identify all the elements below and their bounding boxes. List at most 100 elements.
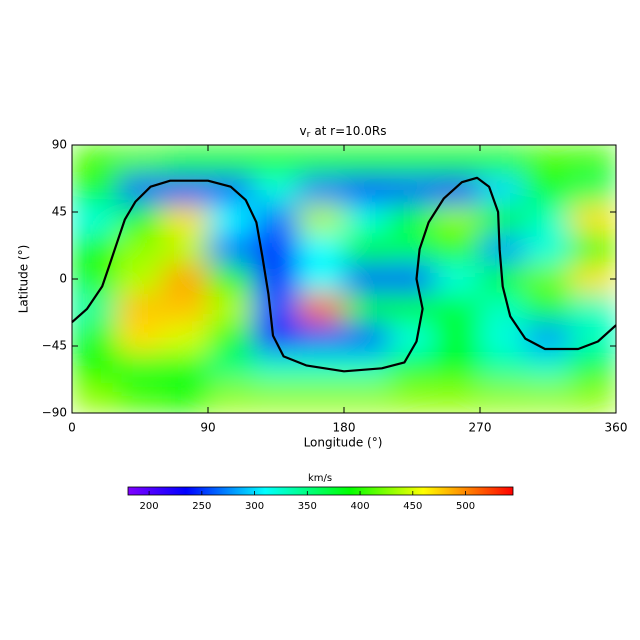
heat-cell	[434, 293, 481, 325]
x-axis-label: Longitude (°)	[304, 436, 383, 450]
heat-cell	[72, 263, 118, 295]
heat-cell	[434, 323, 481, 354]
heat-cell	[343, 145, 390, 176]
heat-cell	[479, 352, 526, 384]
heat-cell	[524, 233, 572, 265]
heat-cell	[479, 204, 526, 235]
colorbar-tick-label: 400	[351, 501, 370, 512]
heat-cell	[116, 382, 164, 413]
heat-cell	[162, 145, 209, 176]
heatmap	[72, 145, 616, 413]
x-tick-label: 0	[68, 421, 76, 435]
heat-cell	[434, 204, 481, 235]
y-tick-label: 90	[52, 138, 67, 152]
heat-cell	[252, 204, 300, 235]
heat-cell	[207, 145, 254, 176]
heat-cell	[252, 263, 300, 295]
heat-cell	[298, 233, 345, 265]
heat-cell	[72, 352, 118, 384]
heat-cell	[116, 323, 164, 354]
colorbar-tick-label: 500	[456, 501, 475, 512]
heat-cell	[570, 204, 616, 235]
heat-cell	[479, 174, 526, 206]
heat-cell	[162, 263, 209, 295]
heat-cell	[570, 263, 616, 295]
heat-cell	[162, 382, 209, 413]
heat-cell	[343, 233, 390, 265]
y-tick-label: −90	[42, 406, 67, 420]
heat-cell	[207, 323, 254, 354]
heat-cell	[116, 263, 164, 295]
heat-cell	[298, 323, 345, 354]
heat-cell	[252, 174, 300, 206]
heat-cell	[343, 382, 390, 413]
heat-cell	[343, 263, 390, 295]
heat-cell	[388, 382, 436, 413]
heat-cell	[343, 323, 390, 354]
heat-cell	[343, 293, 390, 325]
heat-cell	[298, 293, 345, 325]
heat-cell	[207, 233, 254, 265]
x-tick-label: 180	[333, 421, 356, 435]
heat-cell	[116, 145, 164, 176]
y-tick-label: 0	[59, 272, 67, 286]
heat-cell	[298, 263, 345, 295]
heat-cell	[570, 293, 616, 325]
chart-title: vr at r=10.0Rs	[300, 124, 387, 140]
heat-cell	[207, 263, 254, 295]
y-tick-label: −45	[42, 339, 67, 353]
heat-cell	[524, 293, 572, 325]
heat-cell	[116, 174, 164, 206]
heat-cell	[524, 352, 572, 384]
heat-cell	[72, 145, 118, 176]
heat-cell	[207, 204, 254, 235]
heat-cell	[388, 263, 436, 295]
heat-cell	[479, 382, 526, 413]
heat-cell	[116, 352, 164, 384]
heat-cell	[388, 352, 436, 384]
heat-cell	[434, 263, 481, 295]
colorbar-label: km/s	[308, 473, 332, 484]
x-tick-label: 90	[200, 421, 215, 435]
heat-cell	[524, 263, 572, 295]
heat-cell	[207, 293, 254, 325]
heat-cell	[343, 174, 390, 206]
heat-cell	[388, 233, 436, 265]
heat-cell	[162, 323, 209, 354]
colorbar-tick-label: 200	[140, 501, 159, 512]
x-tick-label: 360	[605, 421, 628, 435]
heat-cell	[298, 382, 345, 413]
colorbar	[127, 486, 514, 496]
plot-area	[72, 145, 616, 413]
heat-cell	[570, 352, 616, 384]
heat-cell	[434, 382, 481, 413]
heat-cell	[207, 352, 254, 384]
y-tick-label: 45	[52, 205, 67, 219]
colorbar-tick-label: 250	[192, 501, 211, 512]
heat-cell	[388, 174, 436, 206]
heat-cell	[524, 174, 572, 206]
heat-cell	[479, 233, 526, 265]
heat-cell	[570, 382, 616, 413]
heat-cell	[298, 204, 345, 235]
colorbar-tick-label: 300	[245, 501, 264, 512]
heat-cell	[252, 382, 300, 413]
heat-cell	[298, 174, 345, 206]
heat-cell	[388, 145, 436, 176]
title-subscript: r	[307, 130, 311, 140]
title-tail: at r=10.0Rs	[314, 124, 386, 138]
heat-cell	[434, 145, 481, 176]
plot-frame	[71, 144, 617, 414]
heat-cell	[570, 174, 616, 206]
heat-cell	[570, 145, 616, 176]
heat-cell	[388, 204, 436, 235]
x-tick-label: 270	[469, 421, 492, 435]
heat-cell	[72, 174, 118, 206]
colorbar-tick-label: 450	[403, 501, 422, 512]
colorbar-tick-label: 350	[298, 501, 317, 512]
y-axis-label: Latitude (°)	[17, 245, 31, 314]
heat-cell	[434, 233, 481, 265]
heat-cell	[162, 233, 209, 265]
heat-cell	[162, 293, 209, 325]
